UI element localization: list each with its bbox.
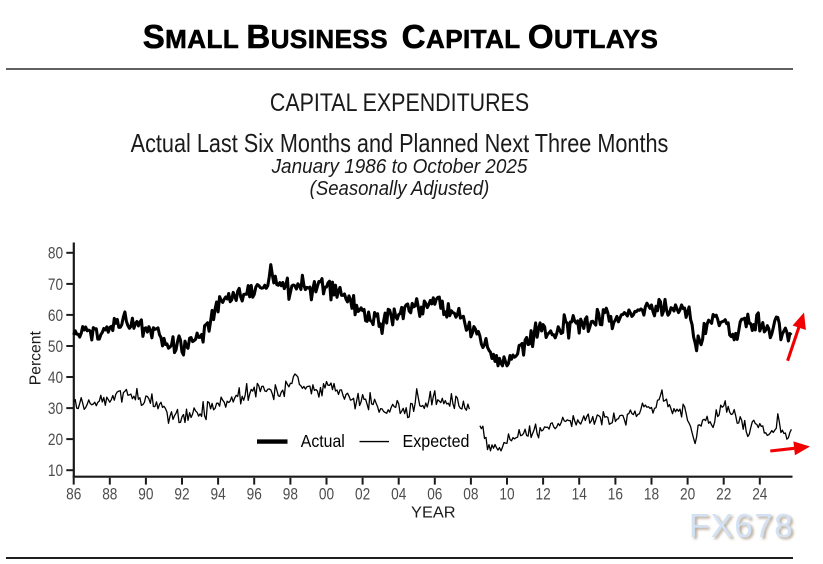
- svg-text:98: 98: [283, 485, 298, 503]
- svg-text:20: 20: [48, 431, 63, 449]
- svg-text:04: 04: [391, 485, 406, 503]
- svg-text:Actual: Actual: [301, 431, 345, 451]
- svg-text:94: 94: [211, 485, 226, 503]
- svg-text:86: 86: [66, 485, 81, 503]
- svg-text:22: 22: [716, 485, 731, 503]
- svg-text:90: 90: [138, 485, 153, 503]
- svg-text:10: 10: [499, 485, 514, 503]
- svg-text:88: 88: [102, 485, 117, 503]
- svg-text:16: 16: [608, 485, 623, 503]
- svg-text:02: 02: [355, 485, 370, 503]
- svg-text:70: 70: [48, 276, 63, 294]
- svg-text:80: 80: [48, 245, 63, 263]
- svg-text:20: 20: [680, 485, 695, 503]
- svg-text:60: 60: [48, 307, 63, 325]
- svg-text:24: 24: [752, 485, 767, 503]
- svg-text:08: 08: [463, 485, 478, 503]
- svg-text:Percent: Percent: [28, 331, 45, 386]
- svg-text:92: 92: [174, 485, 189, 503]
- svg-text:50: 50: [48, 338, 63, 356]
- svg-text:40: 40: [48, 369, 63, 387]
- svg-text:14: 14: [572, 485, 587, 503]
- svg-text:10: 10: [48, 462, 63, 480]
- svg-text:18: 18: [644, 485, 659, 503]
- svg-text:00: 00: [319, 485, 334, 503]
- svg-text:30: 30: [48, 400, 63, 418]
- svg-text:96: 96: [247, 485, 262, 503]
- svg-text:06: 06: [427, 485, 442, 503]
- svg-text:12: 12: [536, 485, 551, 503]
- svg-text:Expected: Expected: [403, 431, 470, 451]
- svg-text:YEAR: YEAR: [411, 505, 456, 522]
